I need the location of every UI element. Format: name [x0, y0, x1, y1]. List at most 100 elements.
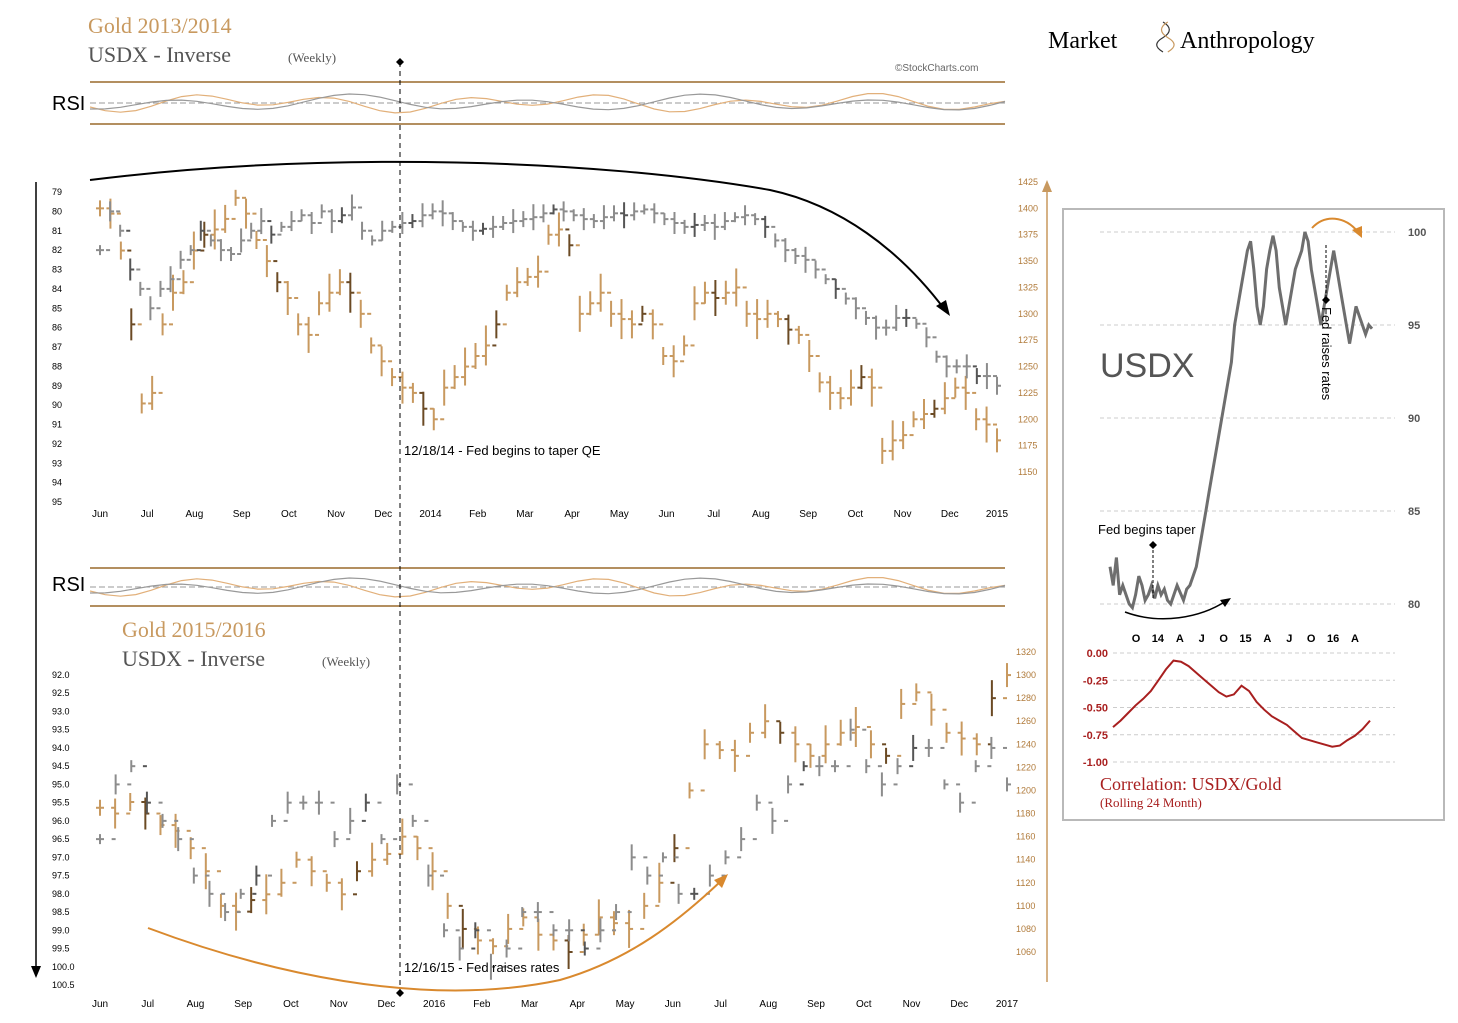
- x-axis-tick-label: Jun: [658, 509, 674, 520]
- inset-y-tick-label: 90: [1408, 413, 1420, 425]
- x-axis-tick-label: Oct: [283, 999, 299, 1010]
- chart1-annotation: 12/18/14 - Fed begins to taper QE: [404, 443, 601, 458]
- brand-left: Market: [1048, 28, 1118, 54]
- left-axis-tick-label: 95.5: [52, 798, 70, 808]
- x-axis-tick-label: Aug: [759, 999, 777, 1010]
- x-axis-tick-label: Jul: [141, 509, 154, 520]
- x-axis-tick-label: May: [610, 509, 629, 520]
- right-axis-tick-label: 1325: [1018, 282, 1038, 292]
- inset-x-tick-label: J: [1199, 633, 1205, 645]
- left-axis-tick-label: 93.0: [52, 706, 70, 716]
- chart-gold-2015-2016: 92.0 92.5 93.0 93.5 94.0 94.5 95.0 95.5 96.0 96.5…: [52, 647, 1036, 1010]
- fed-event-marker-top: [396, 58, 404, 66]
- right-axis-tick-label: 1280: [1016, 693, 1036, 703]
- usdx-line: [1108, 231, 1374, 611]
- left-axis-tick-label: 95.0: [52, 779, 70, 789]
- inset-x-tick-label: 16: [1327, 633, 1339, 645]
- right-axis-tick-label: 1150: [1018, 467, 1037, 477]
- left-axis-tick-label: 90: [52, 400, 62, 410]
- inset-y-tick-label: 100: [1408, 227, 1426, 239]
- right-axis-tick-label: 1240: [1016, 739, 1036, 749]
- left-axis-tick-label: 97.0: [52, 852, 70, 862]
- top-arc-orange-arrowhead: [1352, 226, 1362, 238]
- chart1-subtitle: USDX - Inverse: [88, 42, 231, 67]
- right-axis-tick-label: 1080: [1016, 924, 1036, 934]
- inset-x-tick-label: A: [1263, 633, 1271, 645]
- corr-y-tick-label: 0.00: [1087, 648, 1108, 660]
- taper-marker-icon: [1149, 541, 1157, 549]
- x-axis-tick-label: Feb: [469, 509, 487, 520]
- right-axis-tick-label: 1400: [1018, 203, 1038, 213]
- correlation-line: [1112, 659, 1371, 748]
- right-axis-tick-label: 1160: [1016, 832, 1035, 842]
- inset-x-tick-label: O: [1132, 633, 1141, 645]
- brand-right: Anthropology: [1180, 28, 1315, 54]
- rsi-panel-top: [89, 81, 1006, 125]
- left-axis-tick-label: 100.0: [52, 962, 75, 972]
- x-axis-tick-label: Dec: [941, 509, 959, 520]
- inset-y-tick-label: 85: [1408, 506, 1420, 518]
- rsi-top-gold-line: [89, 93, 1006, 114]
- left-axis-tick-label: 79: [52, 187, 62, 197]
- left-axis-tick-label: 92: [52, 439, 62, 449]
- right-axis-arrowhead: [1042, 180, 1052, 192]
- x-axis-tick-label: Feb: [473, 999, 491, 1010]
- left-axis-tick-label: 86: [52, 323, 62, 333]
- chart2-annotation: 12/16/15 - Fed raises rates: [404, 960, 560, 975]
- inset-title: USDX: [1100, 347, 1194, 385]
- left-axis-tick-label: 96.0: [52, 816, 70, 826]
- x-axis-tick-label: Nov: [327, 509, 345, 520]
- right-axis-tick-label: 1220: [1016, 762, 1036, 772]
- corr-y-tick-label: -0.75: [1083, 730, 1108, 742]
- right-axis-tick-label: 1350: [1018, 256, 1038, 266]
- x-axis-tick-label: Dec: [374, 509, 392, 520]
- top-arc-orange: [1311, 217, 1359, 233]
- x-axis-tick-label: Nov: [894, 509, 912, 520]
- left-axis-tick-label: 87: [52, 342, 62, 352]
- chart-correlation: 0.00 -0.25 -0.50 -0.75 -1.00: [1083, 648, 1395, 769]
- x-axis-tick-label: May: [616, 999, 635, 1010]
- inset-annotation-taper: Fed begins taper: [1098, 522, 1196, 537]
- right-axis-tick-label: 1140: [1016, 855, 1035, 865]
- x-axis-tick-label: Jul: [707, 509, 720, 520]
- corr-y-tick-label: -0.25: [1083, 675, 1108, 687]
- x-axis-tick-label: Aug: [186, 509, 204, 520]
- corr-y-tick-label: -1.00: [1083, 757, 1108, 769]
- rsi-bottom-gold-line: [89, 577, 1006, 598]
- rsi-top-usdx-line: [89, 93, 1006, 111]
- left-axis-tick-label: 95: [52, 497, 62, 507]
- right-axis-tick-label: 1300: [1016, 670, 1036, 680]
- rsi-bottom-usdx-line: [89, 577, 1006, 595]
- x-axis-tick-label: Dec: [950, 999, 968, 1010]
- x-axis-tick-label: Dec: [378, 999, 396, 1010]
- left-axis-tick-label: 84: [52, 284, 62, 294]
- left-axis-tick-label: 91: [52, 420, 62, 430]
- taper-arrow: [1124, 600, 1227, 620]
- inset-y-tick-label: 80: [1408, 599, 1420, 611]
- inset-panel: [1062, 208, 1445, 821]
- right-axis-tick-label: 1425: [1018, 177, 1038, 187]
- chart1-title: Gold 2013/2014: [88, 13, 232, 38]
- inset-x-tick-label: 14: [1152, 633, 1165, 645]
- right-axis-tick-label: 1180: [1016, 809, 1035, 819]
- watermark: ©StockCharts.com: [895, 63, 979, 74]
- x-axis-tick-label: Oct: [281, 509, 297, 520]
- x-axis-tick-label: Apr: [570, 999, 586, 1010]
- x-axis-tick-label: 2014: [419, 509, 442, 520]
- x-axis-tick-label: Mar: [521, 999, 539, 1010]
- left-axis-tick-label: 88: [52, 361, 62, 371]
- x-axis-tick-label: Apr: [564, 509, 580, 520]
- left-axis-tick-label: 92.0: [52, 670, 70, 680]
- x-axis-tick-label: Nov: [903, 999, 921, 1010]
- chart1-subtitle-small: (Weekly): [288, 50, 336, 65]
- rates-marker-icon: [1322, 296, 1330, 304]
- x-axis-tick-label: Jun: [92, 509, 108, 520]
- right-axis-tick-label: 1120: [1016, 878, 1035, 888]
- chart2-subtitle: USDX - Inverse: [122, 646, 265, 671]
- inset-annotation-rates: Fed raises rates: [1319, 307, 1334, 401]
- right-axis-tick-label: 1225: [1018, 388, 1038, 398]
- left-axis-tick-label: 94.0: [52, 743, 70, 753]
- left-axis-tick-label: 100.5: [52, 980, 75, 990]
- rsi-panel-bottom: [89, 567, 1006, 607]
